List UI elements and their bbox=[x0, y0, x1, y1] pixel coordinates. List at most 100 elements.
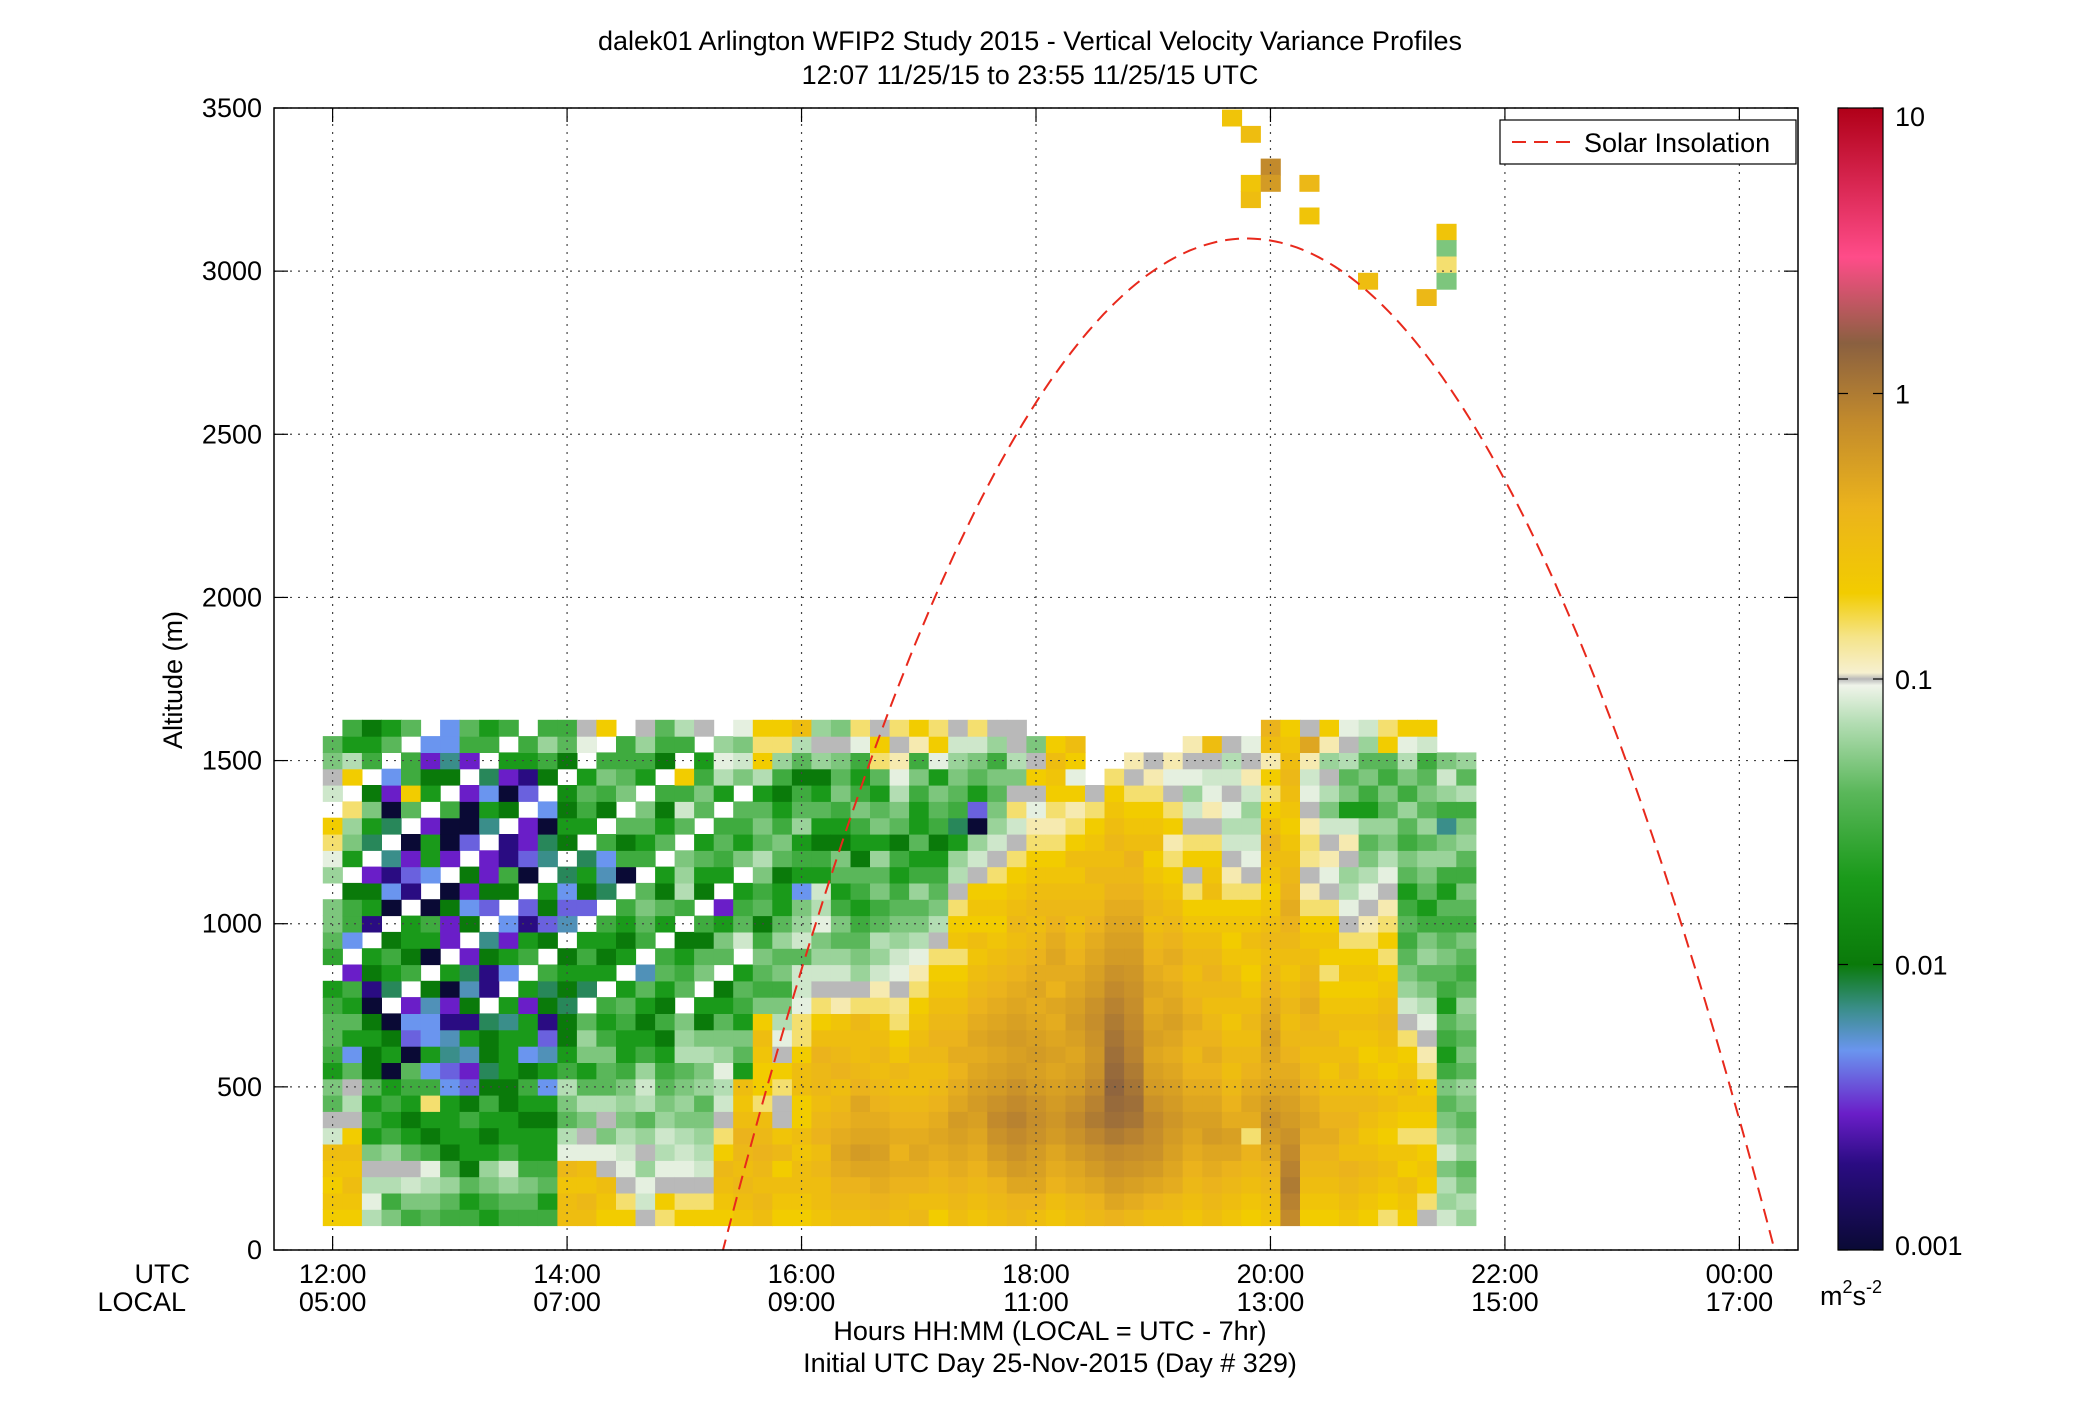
heatmap-cell bbox=[1397, 1095, 1418, 1112]
heatmap-cell bbox=[1045, 768, 1066, 786]
heatmap-cell bbox=[948, 1078, 969, 1096]
heatmap-cell bbox=[1378, 768, 1399, 786]
heatmap-cell bbox=[1378, 785, 1399, 802]
heatmap-cell bbox=[967, 736, 988, 753]
heatmap-cell bbox=[635, 1160, 656, 1178]
heatmap-cell bbox=[1026, 1078, 1047, 1096]
heatmap-cell bbox=[674, 899, 695, 917]
heatmap-cell bbox=[1241, 736, 1262, 753]
heatmap-cell bbox=[1163, 801, 1184, 819]
heatmap-cell bbox=[381, 817, 402, 835]
heatmap-cell bbox=[1241, 1062, 1262, 1080]
heatmap-cell bbox=[830, 1078, 851, 1096]
heatmap-cell bbox=[518, 915, 539, 933]
heatmap-cell bbox=[811, 1192, 832, 1210]
heatmap-cell bbox=[1319, 801, 1340, 819]
heatmap-cell bbox=[1397, 980, 1418, 998]
heatmap-cell bbox=[361, 1095, 382, 1112]
heatmap-cell bbox=[557, 882, 578, 900]
heatmap-cell bbox=[498, 1160, 519, 1178]
heatmap-cell bbox=[889, 1160, 910, 1178]
heatmap-cell bbox=[850, 1046, 871, 1063]
heatmap-cell bbox=[752, 1127, 773, 1145]
heatmap-cell bbox=[909, 785, 930, 802]
heatmap-cell bbox=[889, 850, 910, 868]
heatmap-cell bbox=[635, 850, 656, 868]
heatmap-cell bbox=[1006, 997, 1027, 1014]
heatmap-cell bbox=[909, 1062, 930, 1080]
heatmap-cell bbox=[928, 964, 949, 982]
heatmap-cell bbox=[1417, 899, 1438, 917]
heatmap-cell bbox=[1417, 948, 1438, 966]
heatmap-cell bbox=[1104, 1095, 1125, 1112]
heatmap-cell bbox=[1124, 997, 1145, 1014]
heatmap-cell bbox=[694, 866, 715, 884]
heatmap-cell bbox=[850, 1209, 871, 1227]
heatmap-cell bbox=[967, 752, 988, 770]
heatmap-cell bbox=[733, 931, 754, 949]
heatmap-cell bbox=[987, 980, 1008, 998]
heatmap-cell bbox=[713, 1046, 734, 1063]
heatmap-cell bbox=[948, 1127, 969, 1145]
heatmap-cell bbox=[1006, 1144, 1027, 1161]
heatmap-cell bbox=[1319, 931, 1340, 949]
heatmap-cell bbox=[772, 834, 793, 851]
heatmap-cell bbox=[889, 834, 910, 851]
heatmap-cell bbox=[850, 1013, 871, 1031]
heatmap-cell bbox=[928, 1111, 949, 1129]
heatmap-cell bbox=[1358, 1111, 1379, 1129]
heatmap-cell bbox=[967, 1209, 988, 1227]
heatmap-cell bbox=[733, 719, 754, 737]
heatmap-cell bbox=[361, 899, 382, 917]
heatmap-cell bbox=[479, 866, 500, 884]
heatmap-cell bbox=[830, 915, 851, 933]
heatmap-cell bbox=[596, 719, 617, 737]
heatmap-cell bbox=[1221, 1095, 1242, 1112]
heatmap-cell bbox=[752, 1160, 773, 1178]
heatmap-cell bbox=[1339, 752, 1360, 770]
heatmap-cell bbox=[1006, 931, 1027, 949]
heatmap-cell bbox=[752, 1013, 773, 1031]
heatmap-cell bbox=[1436, 1127, 1457, 1145]
heatmap-cell bbox=[440, 834, 461, 851]
heatmap-cell bbox=[830, 768, 851, 786]
heatmap-cell bbox=[401, 948, 422, 966]
heatmap-cell bbox=[1300, 866, 1321, 884]
heatmap-cell bbox=[1339, 1111, 1360, 1129]
heatmap-cell bbox=[576, 1013, 597, 1031]
heatmap-cell bbox=[440, 719, 461, 737]
heatmap-cell bbox=[1182, 834, 1203, 851]
heatmap-cell bbox=[557, 817, 578, 835]
heatmap-cell bbox=[420, 1209, 441, 1227]
heatmap-cell bbox=[498, 1013, 519, 1031]
heatmap-cell bbox=[518, 817, 539, 835]
heatmap-cell bbox=[1085, 1095, 1106, 1112]
heatmap-cell bbox=[1045, 1111, 1066, 1129]
heatmap-cell bbox=[1378, 719, 1399, 737]
heatmap-cell bbox=[1241, 1046, 1262, 1063]
heatmap-cell bbox=[928, 948, 949, 966]
heatmap-cell bbox=[401, 1046, 422, 1063]
heatmap-cell bbox=[830, 899, 851, 917]
heatmap-cell bbox=[674, 980, 695, 998]
heatmap-cell bbox=[928, 1062, 949, 1080]
heatmap-cell bbox=[1163, 817, 1184, 835]
heatmap-cell bbox=[655, 997, 676, 1014]
heatmap-cell bbox=[1358, 1192, 1379, 1210]
heatmap-cell bbox=[401, 801, 422, 819]
heatmap-cell bbox=[1241, 980, 1262, 998]
heatmap-cell bbox=[1163, 948, 1184, 966]
heatmap-cell bbox=[1260, 1111, 1281, 1129]
heatmap-cell bbox=[381, 1176, 402, 1194]
heatmap-cell bbox=[1045, 997, 1066, 1014]
heatmap-cell bbox=[772, 980, 793, 998]
heatmap-cell bbox=[655, 834, 676, 851]
heatmap-cell bbox=[1221, 1144, 1242, 1161]
heatmap-cell bbox=[1104, 1144, 1125, 1161]
heatmap-cell bbox=[1456, 1095, 1477, 1112]
heatmap-cell bbox=[1436, 1209, 1457, 1227]
heatmap-cell bbox=[479, 1192, 500, 1210]
x-tick-label-utc: 18:00 bbox=[1002, 1259, 1070, 1289]
heatmap-cell bbox=[1378, 1144, 1399, 1161]
heatmap-cell bbox=[791, 1160, 812, 1178]
